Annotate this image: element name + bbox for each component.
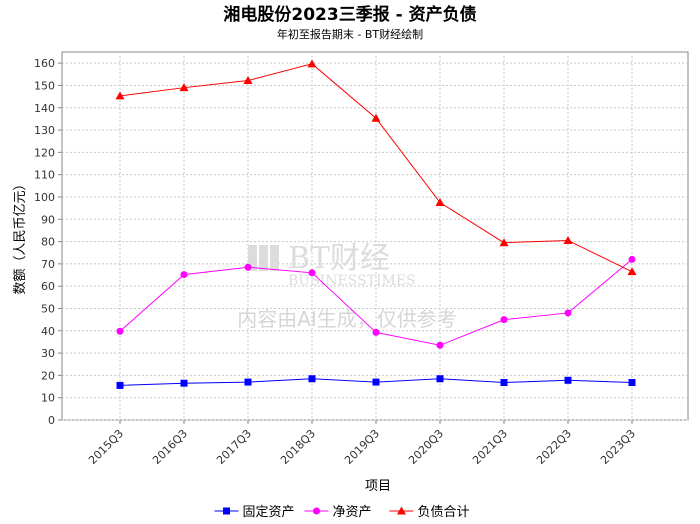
data-point (628, 379, 636, 387)
x-tick-label: 2016Q3 (150, 427, 190, 467)
data-point (116, 327, 124, 335)
x-tick-label: 2019Q3 (342, 427, 382, 467)
y-tick-label: 130 (34, 124, 55, 137)
data-point (435, 198, 445, 207)
y-tick-label: 10 (41, 392, 55, 405)
legend-swatch-marker (397, 506, 406, 515)
chart-subtitle: 年初至报告期末 - BT财经绘制 (277, 27, 423, 41)
y-tick-label: 50 (41, 302, 55, 315)
data-point (436, 341, 444, 349)
x-axis-title: 项目 (365, 479, 391, 494)
data-point (308, 375, 316, 383)
x-tick-label: 2022Q3 (534, 427, 574, 467)
x-tick-label: 2020Q3 (406, 427, 446, 467)
y-tick-label: 60 (41, 280, 55, 293)
y-tick-label: 30 (41, 347, 55, 360)
y-axis-title: 数额（人民币亿元） (13, 177, 28, 294)
watermark: BT财经 BUSINESSTIMES 内容由AI生成，仅供参考 (237, 241, 457, 331)
data-point (179, 83, 189, 92)
y-tick-label: 110 (34, 169, 55, 182)
data-point (499, 238, 509, 247)
data-point (180, 271, 188, 279)
y-tick-label: 100 (34, 191, 55, 204)
grid-layer (62, 52, 688, 421)
x-tick-label: 2021Q3 (470, 427, 510, 467)
y-tick-label: 20 (41, 369, 55, 382)
data-point (436, 375, 444, 383)
legend-item: 固定资产 (214, 505, 295, 520)
plot-area (61, 51, 689, 421)
legend-label: 固定资产 (243, 505, 295, 520)
y-tick-label: 0 (48, 414, 55, 427)
y-tick-label: 150 (34, 79, 55, 92)
data-point (371, 113, 381, 122)
watermark-logo (248, 245, 279, 271)
legend: 固定资产 净资产 负债合计 (214, 505, 470, 520)
y-tick-label: 40 (41, 325, 55, 338)
data-point (244, 263, 252, 271)
data-point (563, 235, 573, 244)
legend-item: 负债合计 (389, 505, 470, 520)
data-point (308, 269, 316, 277)
watermark-notice: 内容由AI生成，仅供参考 (237, 307, 457, 331)
data-point (564, 309, 572, 317)
y-tick-label: 160 (34, 57, 55, 70)
data-point (500, 379, 508, 387)
data-point (243, 76, 253, 85)
data-point (564, 376, 572, 384)
data-point (627, 267, 637, 276)
watermark-brand: BT财经 (288, 241, 390, 276)
data-point (372, 378, 380, 386)
series-0 (116, 375, 636, 389)
series-layer (115, 59, 637, 389)
data-point (307, 59, 317, 68)
legend-item: 净资产 (304, 505, 372, 520)
x-tick-label: 2018Q3 (278, 427, 318, 467)
series-1 (116, 255, 636, 349)
y-tick-label: 120 (34, 146, 55, 159)
y-tick-label: 70 (41, 258, 55, 271)
legend-label: 净资产 (333, 505, 372, 520)
y-tick-label: 140 (34, 102, 55, 115)
data-point (244, 378, 252, 386)
data-point (180, 379, 188, 387)
data-point (628, 255, 636, 263)
data-point (372, 328, 380, 336)
y-tick-label: 80 (41, 236, 55, 249)
legend-swatch-marker (313, 507, 320, 515)
watermark-brand-en: BUSINESSTIMES (288, 273, 416, 289)
legend-swatch-marker (223, 507, 230, 515)
legend-label: 负债合计 (418, 505, 470, 520)
x-tick-label: 2015Q3 (86, 427, 126, 467)
y-tick-label: 90 (41, 213, 55, 226)
data-point (116, 381, 124, 389)
series-2 (115, 59, 637, 276)
data-point (115, 91, 125, 100)
x-tick-label: 2017Q3 (214, 427, 254, 467)
data-point (500, 316, 508, 324)
chart-title: 湘电股份2023三季报 - 资产负债 (223, 4, 476, 25)
x-tick-label: 2023Q3 (598, 427, 638, 467)
